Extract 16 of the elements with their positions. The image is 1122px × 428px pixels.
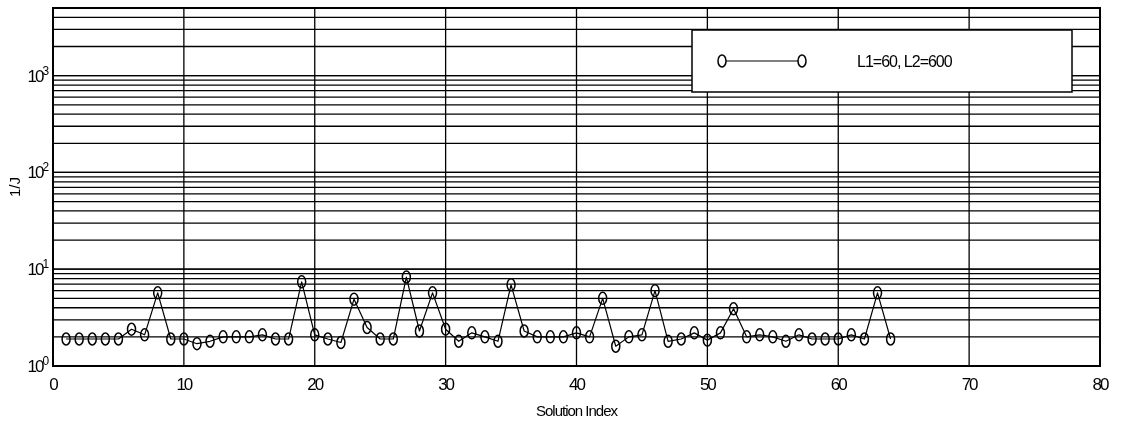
x-tick-label: 70 [961, 375, 979, 394]
y-tick-label: 10$^{3}$ [27, 63, 50, 86]
x-tick-label: 0 [49, 375, 59, 394]
y-tick-label: 10$^{1}$ [27, 257, 50, 280]
x-tick-label: 40 [569, 375, 586, 394]
x-axis-title: Solution Index [535, 402, 619, 419]
y-axis-title: 1/J [6, 176, 23, 198]
y-tick-label: 10$^{0}$ [27, 354, 50, 376]
x-tick-label: 20 [307, 375, 324, 394]
y-tick-label: 10$^{2}$ [27, 160, 50, 183]
text: L1=60, L2=600 [857, 53, 953, 70]
x-tick-label: 60 [830, 375, 848, 394]
x-tick-label: 10 [176, 375, 193, 394]
x-tick-label: 80 [1092, 375, 1109, 394]
x-tick-label: 30 [438, 375, 455, 394]
x-tick-label: 50 [699, 375, 717, 394]
